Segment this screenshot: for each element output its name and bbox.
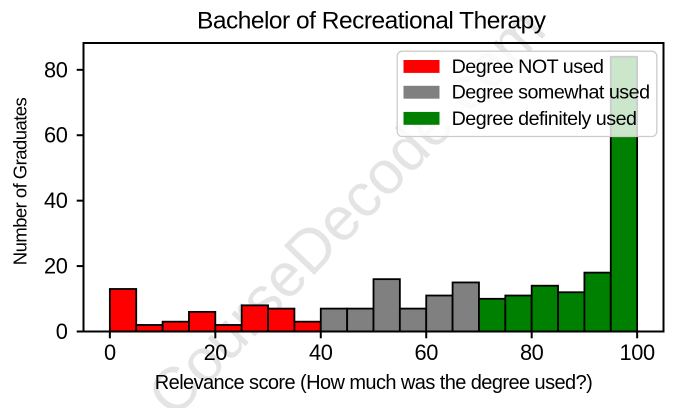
svg-text:Relevance score (How much was: Relevance score (How much was the degree… bbox=[155, 372, 592, 394]
svg-text:60: 60 bbox=[415, 340, 439, 365]
svg-text:Number of Graduates: Number of Graduates bbox=[10, 97, 31, 265]
svg-text:Degree somewhat used: Degree somewhat used bbox=[452, 82, 650, 104]
svg-text:20: 20 bbox=[204, 340, 228, 365]
svg-text:40: 40 bbox=[44, 188, 68, 213]
svg-text:40: 40 bbox=[309, 340, 333, 365]
svg-text:20: 20 bbox=[44, 254, 68, 279]
svg-text:Bachelor of Recreational Thera: Bachelor of Recreational Therapy bbox=[197, 7, 547, 34]
svg-text:0: 0 bbox=[104, 340, 116, 365]
svg-text:80: 80 bbox=[44, 57, 68, 82]
svg-text:Degree NOT used: Degree NOT used bbox=[452, 56, 604, 78]
svg-text:80: 80 bbox=[520, 340, 544, 365]
svg-text:60: 60 bbox=[44, 123, 68, 148]
svg-text:Degree definitely used: Degree definitely used bbox=[452, 108, 637, 130]
svg-text:0: 0 bbox=[56, 319, 68, 344]
svg-text:100: 100 bbox=[620, 340, 655, 365]
